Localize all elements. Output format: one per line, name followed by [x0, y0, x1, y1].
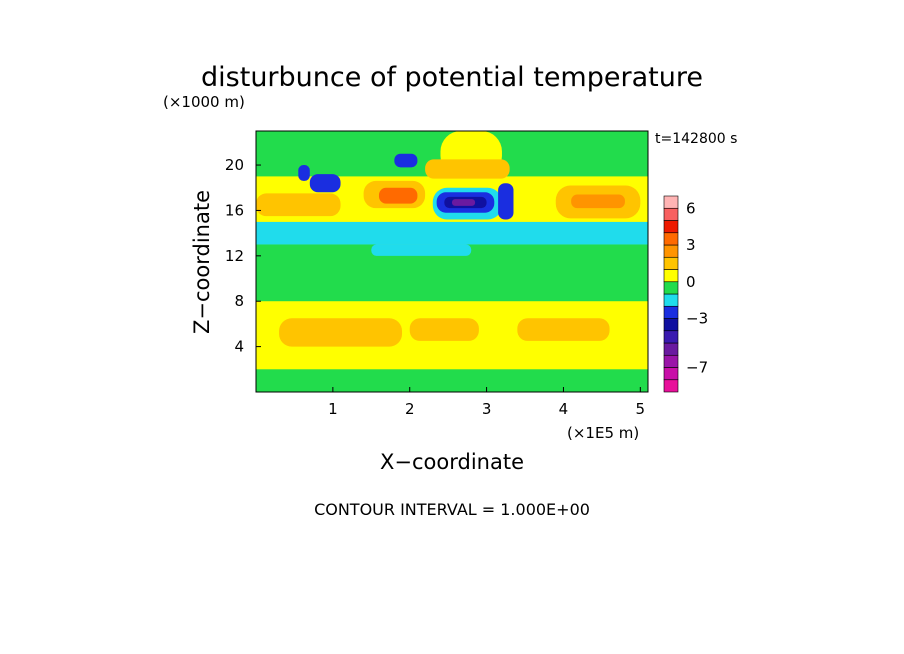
y-tick-label: 16 [225, 201, 244, 219]
x-tick-label: 3 [482, 400, 492, 418]
colorbar-tick-label: 3 [686, 236, 696, 254]
colorbar-swatch [663, 342, 679, 356]
contour-region-8 [371, 244, 472, 256]
colorbar-swatch [663, 379, 679, 393]
plot-area [256, 131, 648, 392]
colorbar-swatch [663, 195, 679, 209]
colorbar-swatch [663, 281, 679, 295]
x-tick-label: 1 [328, 400, 338, 418]
colorbar-swatch [663, 220, 679, 234]
plot-frame [255, 130, 649, 393]
y-unit-label: (×1000 m) [163, 93, 245, 111]
y-tick-label: 8 [234, 292, 244, 310]
contour-region-22 [309, 174, 341, 193]
x-unit-label: (×1E5 m) [567, 424, 639, 442]
y-tick-label: 4 [234, 338, 244, 356]
y-tick-label: 20 [225, 156, 244, 174]
contour-region-3 [279, 318, 403, 347]
colorbar-swatch [663, 232, 679, 246]
y-tick-label: 12 [225, 247, 244, 265]
contour-region-24 [394, 153, 418, 168]
colorbar-tick-label: 6 [686, 199, 696, 217]
colorbar-tick-label: −3 [686, 310, 708, 328]
contour-interval-footer: CONTOUR INTERVAL = 1.000E+00 [314, 500, 590, 519]
x-tick-label: 2 [405, 400, 415, 418]
contour-region-7 [256, 221, 648, 245]
contour-region-5 [517, 318, 610, 341]
time-label: t=142800 s [655, 131, 737, 147]
contour-region-16 [378, 187, 418, 204]
y-axis-label: Z−coordinate [190, 190, 214, 334]
colorbar-swatch [663, 354, 679, 368]
x-tick-label: 4 [559, 400, 569, 418]
contour-region-14 [571, 194, 625, 209]
contour-region-21 [452, 199, 476, 206]
colorbar-swatch [663, 269, 679, 283]
contour-region-25 [498, 183, 514, 220]
x-axis: 1 2 3 4 5 [328, 387, 645, 418]
colorbar-swatch [663, 305, 679, 319]
x-tick-label: 5 [636, 400, 646, 418]
colorbar: 6 3 0 −3 −7 [663, 195, 708, 393]
contour-region-4 [409, 318, 479, 341]
colorbar-tick-label: −7 [686, 359, 708, 377]
contour-region-23 [298, 165, 310, 181]
colorbar-swatch [663, 318, 679, 332]
contour-region-1 [256, 369, 648, 392]
colorbar-swatch [663, 244, 679, 258]
contour-region-17 [425, 159, 510, 179]
chart-title: disturbunce of potential temperature [201, 62, 703, 93]
colorbar-swatch [663, 207, 679, 221]
colorbar-swatch [663, 367, 679, 381]
x-axis-label: X−coordinate [380, 450, 524, 474]
colorbar-swatch [663, 293, 679, 307]
colorbar-swatch [663, 256, 679, 270]
y-axis: 4 8 12 16 20 [225, 156, 261, 356]
colorbar-tick-label: 0 [686, 273, 696, 291]
contour-region-12 [256, 193, 341, 217]
colorbar-swatch [663, 330, 679, 344]
